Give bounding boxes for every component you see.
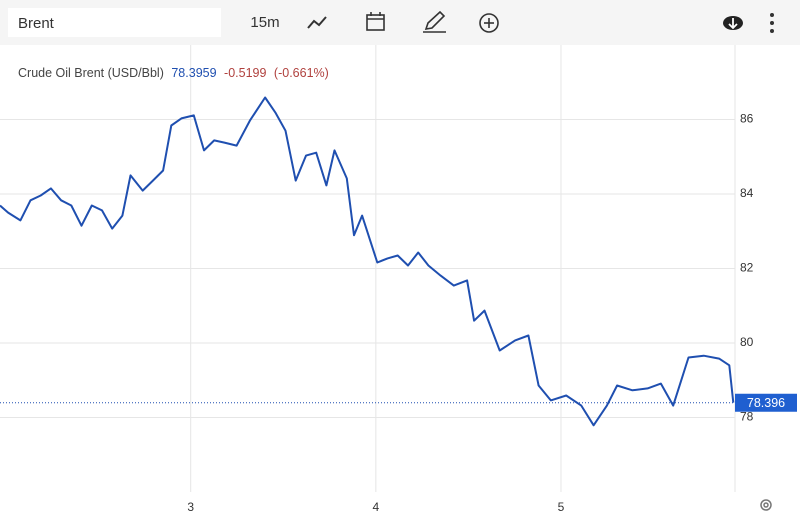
x-tick-label: 3 <box>187 500 194 514</box>
x-tick-label: 4 <box>372 500 379 514</box>
y-tick-label: 84 <box>740 186 754 200</box>
y-tick-label: 86 <box>740 112 754 126</box>
chart-type-icon[interactable] <box>307 16 327 29</box>
last-price-label: 78.396 <box>747 396 785 410</box>
price-line <box>0 96 735 427</box>
x-tick-label: 5 <box>558 500 565 514</box>
legend: Crude Oil Brent (USD/Bbl) 78.3959 -0.519… <box>18 66 329 80</box>
legend-price: 78.3959 <box>171 66 216 80</box>
y-tick-label: 78 <box>740 410 754 424</box>
calendar-icon[interactable] <box>366 12 385 31</box>
draw-icon[interactable] <box>423 10 446 33</box>
settings-icon[interactable] <box>760 499 772 511</box>
y-tick-label: 82 <box>740 261 754 275</box>
interval-button[interactable]: 15m <box>250 14 279 31</box>
symbol-text: Brent <box>18 15 55 32</box>
legend-change-percent: (-0.661%) <box>274 66 329 80</box>
symbol-input[interactable] <box>8 8 221 37</box>
last-price-tag <box>735 393 797 412</box>
download-icon[interactable] <box>723 16 743 30</box>
y-tick-label: 80 <box>740 335 754 349</box>
add-icon[interactable] <box>479 13 499 33</box>
legend-title: Crude Oil Brent (USD/Bbl) <box>18 66 164 80</box>
legend-change: -0.5199 <box>224 66 266 80</box>
menu-icon[interactable] <box>770 13 774 33</box>
plot: 78 80 82 84 86 3 4 5 78.396 <box>0 45 797 514</box>
